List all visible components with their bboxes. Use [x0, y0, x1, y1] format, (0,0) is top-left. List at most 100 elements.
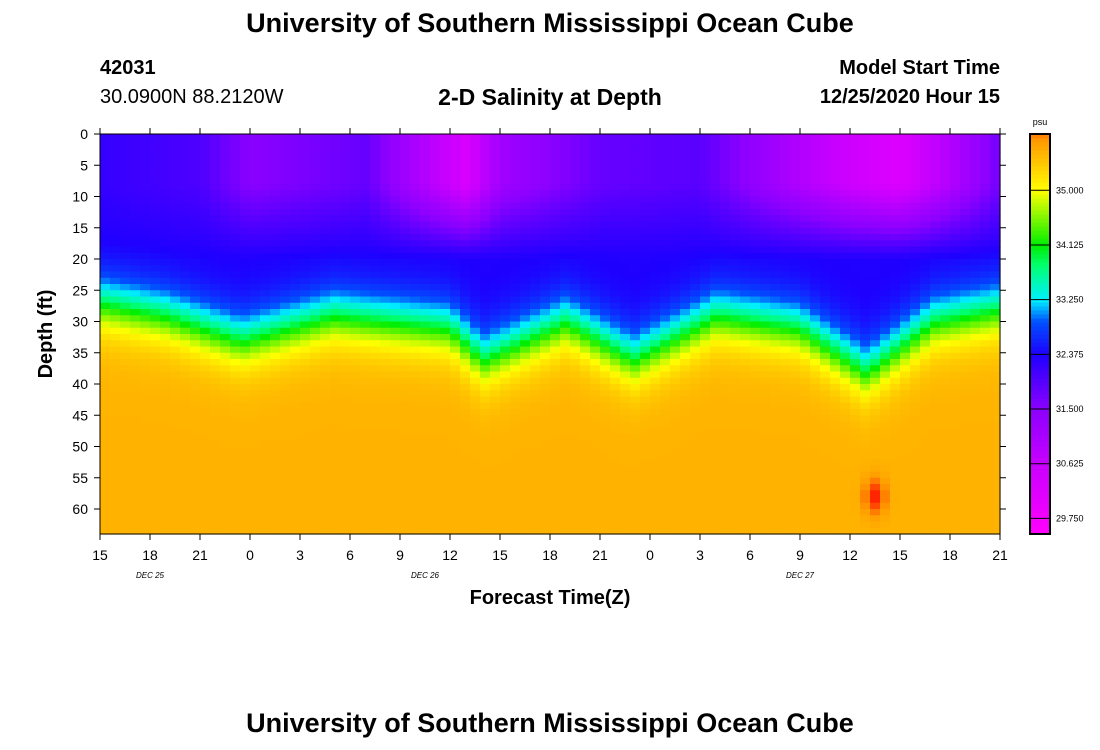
heatmap-cell — [450, 302, 461, 310]
heatmap-cell — [420, 502, 431, 510]
heatmap-cell — [790, 152, 801, 160]
heatmap-cell — [640, 377, 651, 385]
heatmap-cell — [620, 296, 631, 304]
heatmap-cell — [650, 315, 661, 323]
heatmap-cell — [140, 290, 151, 298]
heatmap-cell — [570, 427, 581, 435]
heatmap-cell — [510, 246, 521, 254]
heatmap-cell — [800, 340, 811, 348]
heatmap-cell — [560, 377, 571, 385]
heatmap-cell — [650, 427, 661, 435]
heatmap-cell — [610, 509, 621, 516]
heatmap-cell — [460, 415, 471, 423]
heatmap-cell — [450, 165, 461, 173]
heatmap-cell — [760, 209, 771, 216]
heatmap-cell — [590, 434, 601, 441]
heatmap-cell — [100, 384, 111, 391]
heatmap-cell — [760, 340, 771, 348]
heatmap-cell — [800, 171, 811, 179]
heatmap-cell — [400, 165, 411, 173]
heatmap-cell — [650, 209, 661, 216]
heatmap-cell — [220, 177, 231, 185]
heatmap-cell — [710, 334, 721, 341]
heatmap-cell — [640, 346, 651, 354]
heatmap-cell — [140, 302, 151, 310]
heatmap-cell — [760, 377, 771, 385]
heatmap-cell — [110, 446, 121, 454]
heatmap-cell — [120, 240, 131, 248]
heatmap-cell — [240, 302, 251, 310]
heatmap-cell — [580, 259, 591, 266]
heatmap-cell — [150, 302, 161, 310]
heatmap-cell — [750, 321, 761, 329]
heatmap-cell — [650, 334, 661, 341]
heatmap-cell — [500, 290, 511, 298]
heatmap-cell — [490, 459, 501, 466]
heatmap-cell — [700, 277, 711, 285]
heatmap-cell — [760, 521, 771, 529]
heatmap-cell — [110, 377, 121, 385]
heatmap-cell — [100, 359, 111, 366]
heatmap-cell — [410, 365, 421, 373]
heatmap-cell — [840, 196, 851, 204]
heatmap-cell — [800, 290, 811, 298]
heatmap-cell — [430, 246, 441, 254]
heatmap-cell — [840, 215, 851, 223]
heatmap-cell — [130, 271, 141, 279]
heatmap-cell — [630, 490, 641, 498]
heatmap-cell — [100, 346, 111, 354]
heatmap-cell — [450, 321, 461, 329]
heatmap-cell — [240, 477, 251, 485]
heatmap-cell — [650, 521, 661, 529]
heatmap-cell — [700, 502, 711, 510]
heatmap-cell — [560, 246, 571, 254]
heatmap-cell — [160, 277, 171, 285]
heatmap-cell — [530, 234, 541, 241]
heatmap-cell — [590, 459, 601, 466]
heatmap-cell — [680, 296, 691, 304]
heatmap-cell — [100, 396, 111, 404]
heatmap-cell — [700, 390, 711, 398]
heatmap-cell — [770, 384, 781, 391]
heatmap-cell — [330, 265, 341, 273]
heatmap-cell — [740, 409, 751, 416]
heatmap-cell — [730, 165, 741, 173]
heatmap-cell — [530, 165, 541, 173]
heatmap-cell — [540, 496, 551, 504]
heatmap-cell — [870, 284, 881, 291]
heatmap-cell — [350, 334, 361, 341]
heatmap-cell — [330, 496, 341, 504]
heatmap-cell — [400, 396, 411, 404]
heatmap-cell — [450, 359, 461, 366]
heatmap-cell — [800, 471, 811, 479]
heatmap-cell — [380, 477, 391, 485]
heatmap-cell — [110, 190, 121, 198]
heatmap-cell — [110, 327, 121, 335]
heatmap-cell — [410, 459, 421, 466]
heatmap-cell — [340, 152, 351, 160]
heatmap-cell — [740, 402, 751, 410]
heatmap-cell — [120, 134, 131, 141]
heatmap-cell — [630, 315, 641, 323]
heatmap-cell — [110, 421, 121, 429]
heatmap-cell — [410, 484, 421, 491]
heatmap-cell — [210, 496, 221, 504]
heatmap-cell — [820, 146, 831, 154]
heatmap-cell — [380, 527, 391, 535]
heatmap-cell — [740, 502, 751, 510]
heatmap-cell — [640, 259, 651, 266]
heatmap-cell — [660, 227, 671, 235]
heatmap-cell — [110, 134, 121, 141]
heatmap-cell — [360, 527, 371, 535]
heatmap-cell — [550, 215, 561, 223]
heatmap-cell — [480, 246, 491, 254]
heatmap-cell — [100, 234, 111, 241]
heatmap-cell — [200, 465, 211, 473]
heatmap-cell — [450, 327, 461, 335]
heatmap-cell — [870, 159, 881, 166]
heatmap-cell — [630, 446, 641, 454]
heatmap-cell — [620, 452, 631, 460]
heatmap-cell — [350, 140, 361, 148]
heatmap-cell — [410, 296, 421, 304]
heatmap-cell — [780, 134, 791, 141]
